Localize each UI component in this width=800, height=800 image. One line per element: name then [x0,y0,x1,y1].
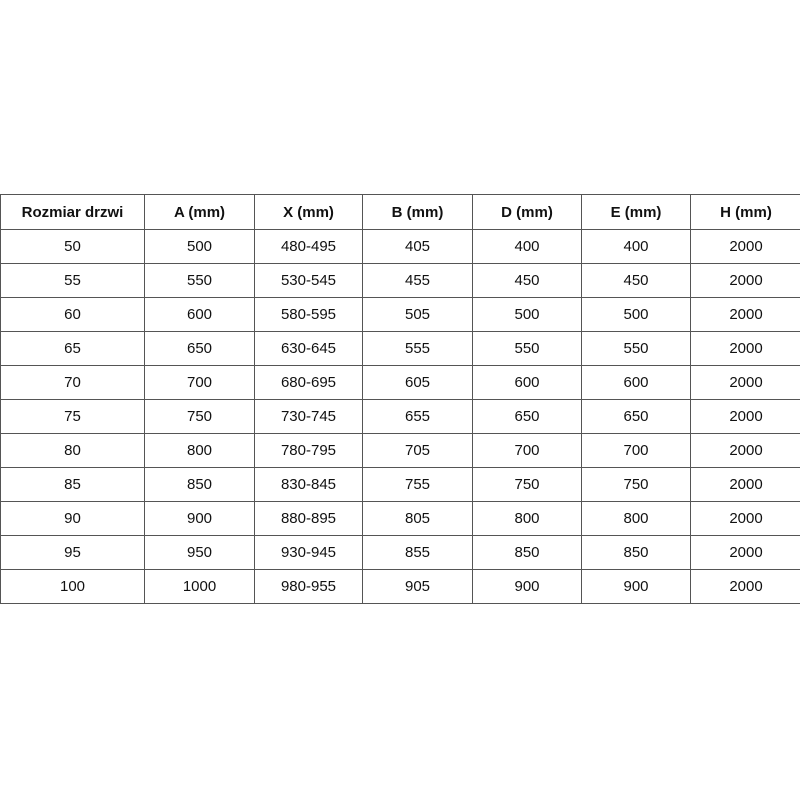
table-cell: 850 [144,467,255,502]
table-cell: 2000 [690,467,800,502]
table-cell: 95 [0,535,145,570]
table-cell: 800 [581,501,691,536]
table-row: 90 900 880-895 805 800 800 2000 [0,501,800,536]
table-cell: 580-595 [254,297,363,332]
table-cell: 2000 [690,297,800,332]
table-row: 80 800 780-795 705 700 700 2000 [0,433,800,468]
table-cell: 2000 [690,569,800,604]
table-cell: 80 [0,433,145,468]
table-cell: 650 [144,331,255,366]
table-cell: 880-895 [254,501,363,536]
table-cell: 455 [362,263,473,298]
table-row: 50 500 480-495 405 400 400 2000 [0,229,800,264]
table-cell: 700 [144,365,255,400]
table-cell: 850 [472,535,582,570]
column-header: D (mm) [472,194,582,230]
table-cell: 2000 [690,365,800,400]
table-cell: 700 [472,433,582,468]
table-cell: 500 [144,229,255,264]
table-cell: 980-955 [254,569,363,604]
table-row: 85 850 830-845 755 750 750 2000 [0,467,800,502]
table-cell: 905 [362,569,473,604]
table-row: 75 750 730-745 655 650 650 2000 [0,399,800,434]
column-header: A (mm) [144,194,255,230]
table-cell: 900 [144,501,255,536]
table-cell: 800 [144,433,255,468]
table-cell: 500 [472,297,582,332]
table-row: 95 950 930-945 855 850 850 2000 [0,535,800,570]
table-cell: 800 [472,501,582,536]
table-row: 70 700 680-695 605 600 600 2000 [0,365,800,400]
table-cell: 2000 [690,501,800,536]
column-header: H (mm) [690,194,800,230]
table-cell: 750 [472,467,582,502]
table-cell: 550 [144,263,255,298]
table-cell: 1000 [144,569,255,604]
table-cell: 680-695 [254,365,363,400]
table-cell: 850 [581,535,691,570]
table-cell: 750 [581,467,691,502]
table-cell: 555 [362,331,473,366]
table-cell: 70 [0,365,145,400]
table-cell: 480-495 [254,229,363,264]
table-cell: 730-745 [254,399,363,434]
table-cell: 65 [0,331,145,366]
table-cell: 2000 [690,263,800,298]
column-header: Rozmiar drzwi [0,194,145,230]
table-cell: 900 [581,569,691,604]
table-cell: 2000 [690,399,800,434]
table-cell: 900 [472,569,582,604]
table-cell: 450 [581,263,691,298]
table-cell: 2000 [690,535,800,570]
table-cell: 655 [362,399,473,434]
table-cell: 630-645 [254,331,363,366]
table-cell: 55 [0,263,145,298]
table-cell: 650 [472,399,582,434]
table-cell: 755 [362,467,473,502]
table-cell: 830-845 [254,467,363,502]
table-row: 60 600 580-595 505 500 500 2000 [0,297,800,332]
table-cell: 950 [144,535,255,570]
column-header: X (mm) [254,194,363,230]
table-cell: 530-545 [254,263,363,298]
table-cell: 600 [581,365,691,400]
table-cell: 600 [144,297,255,332]
table-cell: 400 [472,229,582,264]
table-cell: 450 [472,263,582,298]
dimensions-table: Rozmiar drzwi A (mm) X (mm) B (mm) D (mm) E (… [0,194,800,604]
table-cell: 400 [581,229,691,264]
table-cell: 550 [581,331,691,366]
column-header: E (mm) [581,194,691,230]
table-cell: 500 [581,297,691,332]
table-cell: 750 [144,399,255,434]
table-cell: 550 [472,331,582,366]
table-cell: 2000 [690,433,800,468]
table-cell: 505 [362,297,473,332]
table-cell: 2000 [690,229,800,264]
table-cell: 50 [0,229,145,264]
table-cell: 405 [362,229,473,264]
table-cell: 605 [362,365,473,400]
table-cell: 650 [581,399,691,434]
table-row: 55 550 530-545 455 450 450 2000 [0,263,800,298]
table-cell: 100 [0,569,145,604]
table-row: 65 650 630-645 555 550 550 2000 [0,331,800,366]
table-cell: 930-945 [254,535,363,570]
table-cell: 700 [581,433,691,468]
header-row: Rozmiar drzwi A (mm) X (mm) B (mm) D (mm) E (… [0,194,800,230]
table-cell: 805 [362,501,473,536]
table-cell: 780-795 [254,433,363,468]
table-cell: 75 [0,399,145,434]
table-cell: 2000 [690,331,800,366]
table-cell: 60 [0,297,145,332]
table-cell: 705 [362,433,473,468]
table-cell: 90 [0,501,145,536]
column-header: B (mm) [362,194,473,230]
table-row: 100 1000 980-955 905 900 900 2000 [0,569,800,604]
table-cell: 855 [362,535,473,570]
table-cell: 85 [0,467,145,502]
table-cell: 600 [472,365,582,400]
